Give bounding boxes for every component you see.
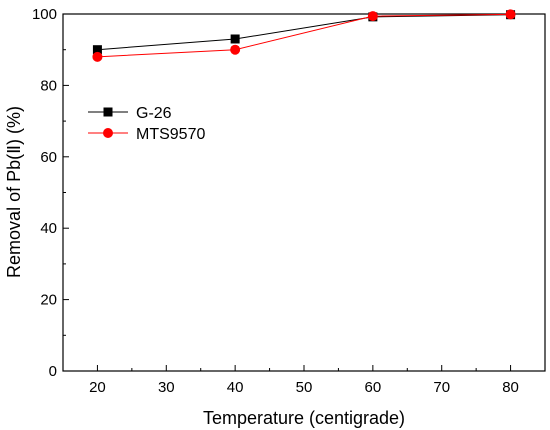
series-g-26 [92, 10, 516, 55]
series-line [97, 13, 511, 58]
x-tick-label: 70 [433, 379, 450, 396]
plot-frame [62, 13, 546, 372]
data-point [505, 9, 516, 20]
x-tick-label: 50 [296, 379, 313, 396]
y-tick-label: 100 [32, 6, 57, 23]
legend: G-26 MTS9570 [88, 105, 205, 143]
legend-label: MTS9570 [136, 126, 205, 143]
legend-label: G-26 [136, 105, 172, 122]
x-tick-label: 80 [502, 379, 519, 396]
data-point [367, 11, 378, 22]
y-tick-label: 40 [40, 220, 57, 237]
series-line [97, 14, 511, 51]
y-tick-label: 20 [40, 292, 57, 309]
y-tick-label: 60 [40, 149, 57, 166]
legend-item: MTS9570 [88, 126, 205, 143]
series-layer [92, 9, 516, 62]
x-axis-label: Temperature (centigrade) [203, 408, 405, 428]
series-mts9570 [92, 9, 516, 62]
data-point [230, 34, 240, 44]
y-tick-label: 80 [40, 77, 57, 94]
data-point [230, 44, 241, 55]
legend-marker [103, 128, 113, 138]
ticks: 20 30 40 50 60 70 80 0 20 40 60 80 100 [32, 6, 519, 396]
x-tick-label: 40 [227, 379, 244, 396]
legend-marker [103, 107, 113, 117]
data-point [92, 45, 102, 55]
y-tick-label: 0 [49, 363, 57, 380]
data-point [92, 51, 103, 62]
y-axis-label: Removal of Pb(Ⅱ) (%) [4, 106, 24, 278]
x-tick-label: 60 [365, 379, 382, 396]
x-tick-label: 30 [158, 379, 175, 396]
x-tick-label: 20 [89, 379, 106, 396]
legend-item: G-26 [88, 105, 172, 122]
